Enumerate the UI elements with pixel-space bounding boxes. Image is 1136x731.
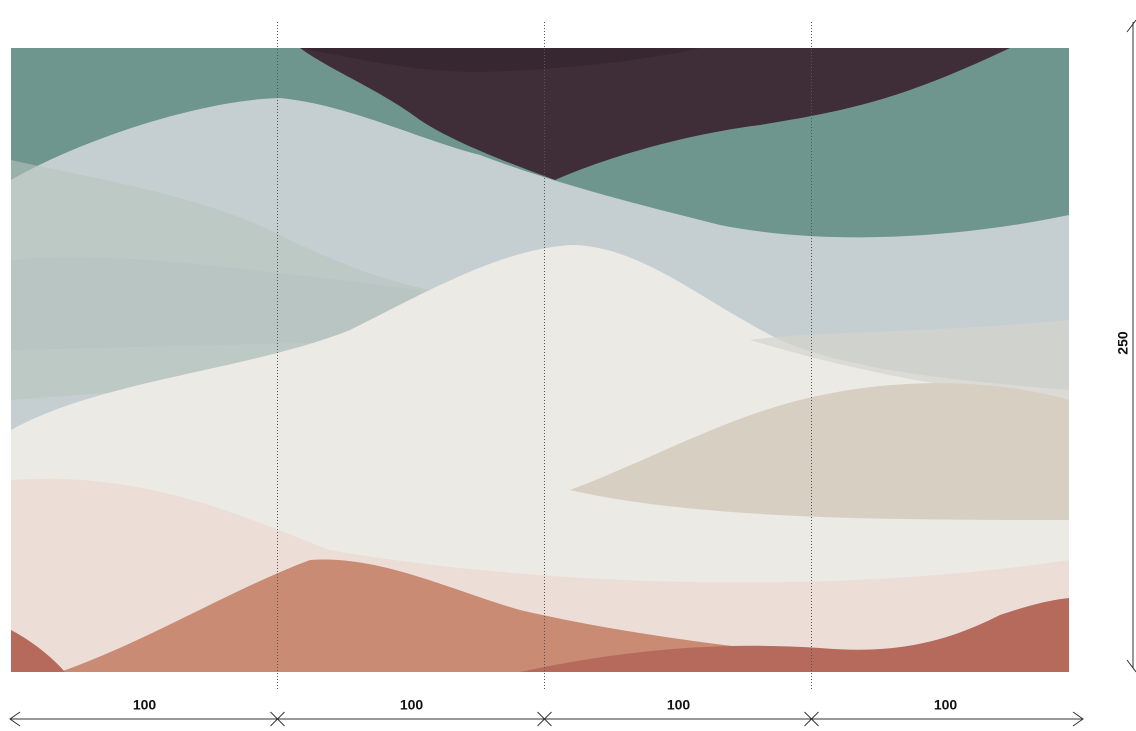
panel-width-label: 100	[133, 697, 157, 713]
panel-width-label: 100	[400, 697, 424, 713]
panel-width-label: 100	[667, 697, 691, 713]
panel-width-label: 100	[934, 697, 958, 713]
dimension-diagram: 250 100 100 100 100	[0, 0, 1136, 731]
height-tick-top	[1127, 20, 1136, 32]
height-label: 250	[1115, 331, 1131, 355]
wallpaper-artwork	[11, 48, 1069, 672]
height-tick-bottom	[1127, 660, 1136, 672]
